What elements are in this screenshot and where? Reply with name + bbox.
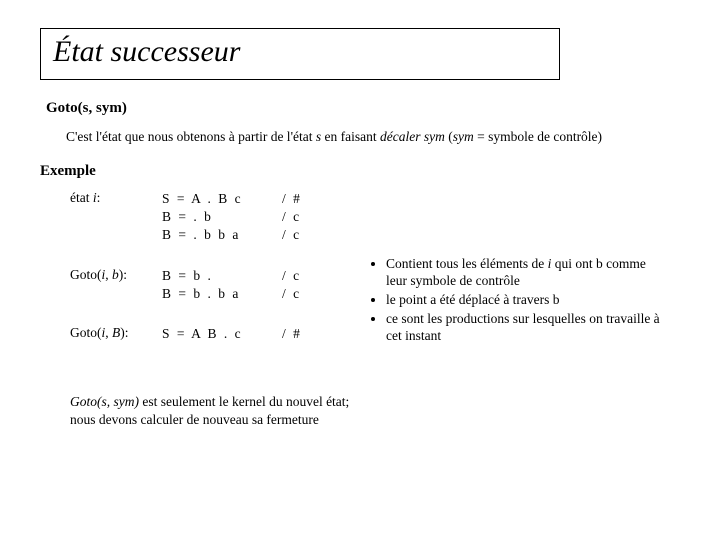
bullet-list: Contient tous les éléments de i qui ont …: [370, 256, 670, 344]
desc-sym: sym: [453, 129, 474, 144]
title-box: État successeur: [40, 28, 560, 80]
desc-decaler: décaler sym: [380, 129, 445, 144]
slide: État successeur Goto(s, sym) C'est l'éta…: [0, 0, 720, 540]
row-prods: S = A B . c: [162, 325, 282, 343]
b1-pre: Contient tous les éléments de: [386, 256, 548, 271]
label-post: :: [97, 190, 101, 205]
label-pre: Goto(: [70, 325, 102, 340]
label-post: ):: [120, 325, 128, 340]
prod-line: S = A B . c: [162, 325, 282, 343]
look-line: / #: [282, 190, 342, 208]
row-look: / # / c / c: [282, 190, 342, 245]
prod-line: S = A . B c: [162, 190, 282, 208]
row-look: / c / c: [282, 267, 342, 303]
slide-title: État successeur: [53, 35, 240, 68]
bullet-item: le point a été déplacé à travers b: [386, 292, 670, 309]
label-mid: ,: [105, 325, 112, 340]
desc-p4: = symbole de contrôle): [474, 129, 602, 144]
closing-it: Goto(s, sym): [70, 394, 139, 409]
example-row: Goto(i, B): S = A B . c / #: [70, 325, 370, 343]
example-wrap: état i: S = A . B c B = . b B = . b b a …: [70, 190, 680, 365]
look-line: / c: [282, 267, 342, 285]
label-post: ):: [119, 267, 127, 282]
label-pre: état: [70, 190, 93, 205]
row-look: / #: [282, 325, 342, 343]
row-prods: B = b . B = b . b a: [162, 267, 282, 303]
row-label: état i:: [70, 190, 162, 206]
prod-line: B = b . b a: [162, 285, 282, 303]
goto-heading: Goto(s, sym): [46, 100, 680, 117]
look-line: / c: [282, 226, 342, 244]
goto-description: C'est l'état que nous obtenons à partir …: [66, 129, 680, 145]
desc-p2: en faisant: [321, 129, 380, 144]
bullet-item: ce sont les productions sur lesquelles o…: [386, 311, 670, 345]
exemple-heading: Exemple: [40, 163, 680, 180]
closing-rest1: est seulement le kernel du nouvel état;: [139, 394, 349, 409]
prod-line: B = b .: [162, 267, 282, 285]
row-label: Goto(i, B):: [70, 325, 162, 341]
example-row: Goto(i, b): B = b . B = b . b a / c / c: [70, 267, 370, 303]
look-line: / #: [282, 325, 342, 343]
desc-p3: (: [445, 129, 453, 144]
look-line: / c: [282, 208, 342, 226]
closing-text: Goto(s, sym) est seulement le kernel du …: [70, 393, 680, 428]
label-it2: b: [112, 267, 119, 282]
example-left: état i: S = A . B c B = . b B = . b b a …: [70, 190, 370, 365]
closing-rest2: nous devons calculer de nouveau sa ferme…: [70, 412, 319, 427]
row-label: Goto(i, b):: [70, 267, 162, 283]
label-mid: ,: [105, 267, 112, 282]
example-row: état i: S = A . B c B = . b B = . b b a …: [70, 190, 370, 245]
look-line: / c: [282, 285, 342, 303]
label-pre: Goto(: [70, 267, 102, 282]
bullet-item: Contient tous les éléments de i qui ont …: [386, 256, 670, 290]
prod-line: B = . b: [162, 208, 282, 226]
row-prods: S = A . B c B = . b B = . b b a: [162, 190, 282, 245]
prod-line: B = . b b a: [162, 226, 282, 244]
example-right: Contient tous les éléments de i qui ont …: [370, 190, 670, 346]
desc-p1: C'est l'état que nous obtenons à partir …: [66, 129, 316, 144]
